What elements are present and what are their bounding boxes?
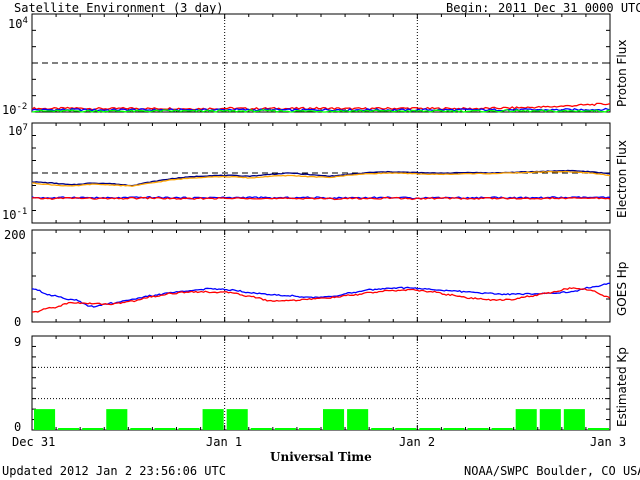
kp-bar (467, 428, 489, 430)
kp-bar (443, 428, 465, 430)
kp-bar (178, 428, 200, 430)
kp-bar (106, 409, 128, 430)
x-tick-jan1: Jan 1 (206, 435, 243, 449)
kp-bar (395, 428, 417, 430)
kp-bar (226, 409, 248, 430)
x-tick-dec31: Dec 31 (12, 435, 56, 449)
y-tick-electron-bottom: 10-1 (2, 207, 28, 222)
y-tick-electron-top: 107 (8, 123, 28, 138)
kp-bar (563, 409, 585, 430)
ylabel-hp: GOES Hp (615, 261, 629, 316)
x-tick-jan3: Jan 3 (590, 435, 627, 449)
begin-value: 2011 Dec 31 0000 UTC (498, 1, 640, 15)
kp-bar (58, 428, 80, 430)
x-axis-title: Universal Time (270, 450, 372, 464)
ylabel-proton: Proton Flux (615, 39, 629, 107)
y-tick-proton-bottom: 10-2 (2, 102, 28, 117)
kp-bar (419, 428, 441, 430)
y-tick-kp-top: 9 (14, 335, 22, 349)
y-tick-proton-top: 104 (8, 16, 28, 31)
y-tick-hp-top: 200 (4, 228, 26, 242)
kp-bar (347, 409, 369, 430)
chart-title: Satellite Environment (3 day) (14, 1, 224, 15)
kp-bar (82, 428, 104, 430)
kp-bar (274, 428, 296, 430)
series-line-electron-red (32, 196, 611, 201)
kp-bar (34, 409, 56, 430)
x-tick-jan2: Jan 2 (399, 435, 436, 449)
kp-bar (539, 409, 561, 430)
kp-bar (202, 409, 224, 430)
kp-bar (154, 428, 176, 430)
ylabel-electron: Electron Flux (615, 140, 629, 218)
series-line-hp-red (31, 287, 611, 313)
kp-bar (515, 409, 537, 430)
panel-frame-hp (31, 229, 611, 323)
kp-bar (250, 428, 272, 430)
y-tick-hp-bottom: 0 (14, 315, 22, 329)
series-line-hp-blue (31, 282, 611, 308)
kp-bar (371, 428, 393, 430)
footer-credit: NOAA/SWPC Boulder, CO USA (464, 464, 640, 478)
kp-bar (491, 428, 513, 430)
kp-bar (130, 428, 152, 430)
footer-updated: Updated 2012 Jan 2 23:56:06 UTC (2, 464, 226, 478)
begin-label: Begin: (446, 1, 490, 15)
kp-bar (298, 428, 320, 430)
series-line-proton-green (32, 109, 611, 113)
series-line-proton-blue (31, 107, 611, 112)
series-line-electron-orange (31, 170, 611, 187)
series-line-proton-red (31, 102, 611, 111)
kp-bar (587, 428, 609, 430)
ylabel-kp: Estimated Kp (615, 347, 629, 427)
y-tick-kp-bottom: 0 (14, 420, 22, 434)
kp-bar (323, 409, 345, 430)
